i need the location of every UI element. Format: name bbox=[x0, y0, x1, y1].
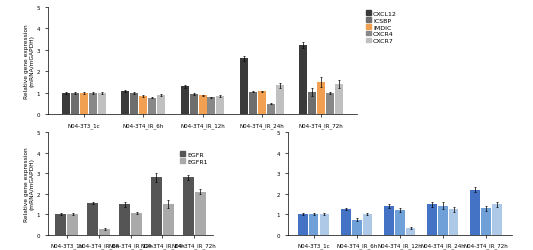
Bar bbox=[88, 94, 97, 115]
Bar bbox=[308, 92, 317, 115]
Bar bbox=[190, 94, 198, 115]
Bar bbox=[130, 94, 138, 115]
Bar bbox=[300, 46, 308, 115]
Bar bbox=[335, 84, 343, 115]
Bar bbox=[309, 214, 318, 235]
Bar bbox=[99, 229, 110, 235]
Bar bbox=[249, 92, 257, 115]
Bar bbox=[198, 96, 207, 115]
Bar bbox=[80, 94, 88, 115]
Bar bbox=[492, 204, 502, 235]
Bar bbox=[438, 206, 448, 235]
Bar bbox=[326, 94, 334, 115]
Bar bbox=[119, 204, 130, 235]
Bar bbox=[68, 214, 78, 235]
Bar bbox=[151, 178, 162, 235]
Bar bbox=[481, 208, 491, 235]
Bar bbox=[240, 59, 248, 115]
Bar bbox=[470, 190, 480, 235]
Bar bbox=[122, 91, 130, 115]
Legend: CXCL12, ICSBP, IMDIC, CXCR4, CXCR7: CXCL12, ICSBP, IMDIC, CXCR4, CXCR7 bbox=[366, 10, 398, 45]
Bar bbox=[183, 178, 193, 235]
Bar bbox=[258, 92, 266, 115]
Bar bbox=[427, 204, 437, 235]
Bar bbox=[71, 94, 79, 115]
Bar bbox=[55, 214, 66, 235]
Bar bbox=[276, 86, 284, 115]
Bar bbox=[406, 228, 415, 235]
Bar bbox=[267, 104, 275, 115]
Bar bbox=[395, 210, 405, 235]
Bar bbox=[341, 210, 351, 235]
Legend: EGFR, EGFR1: EGFR, EGFR1 bbox=[180, 151, 208, 164]
Bar bbox=[98, 94, 106, 115]
Bar bbox=[181, 87, 189, 115]
Bar bbox=[87, 203, 98, 235]
Bar bbox=[317, 83, 325, 115]
Bar bbox=[195, 192, 206, 235]
Bar bbox=[362, 214, 372, 235]
Bar bbox=[163, 204, 174, 235]
Bar bbox=[298, 214, 308, 235]
Bar bbox=[207, 98, 215, 115]
Bar bbox=[449, 210, 458, 235]
Bar bbox=[139, 97, 147, 115]
Bar bbox=[216, 97, 224, 115]
Bar bbox=[352, 220, 361, 235]
Bar bbox=[384, 206, 394, 235]
Y-axis label: Relative gene expression
(mRNA/mGAPDH): Relative gene expression (mRNA/mGAPDH) bbox=[24, 24, 35, 99]
Bar bbox=[319, 214, 329, 235]
Bar bbox=[131, 214, 142, 235]
Y-axis label: Relative gene expression
(mRNA/mGAPDH): Relative gene expression (mRNA/mGAPDH) bbox=[24, 146, 35, 221]
Bar bbox=[148, 98, 156, 115]
Bar bbox=[62, 94, 70, 115]
Bar bbox=[157, 96, 165, 115]
